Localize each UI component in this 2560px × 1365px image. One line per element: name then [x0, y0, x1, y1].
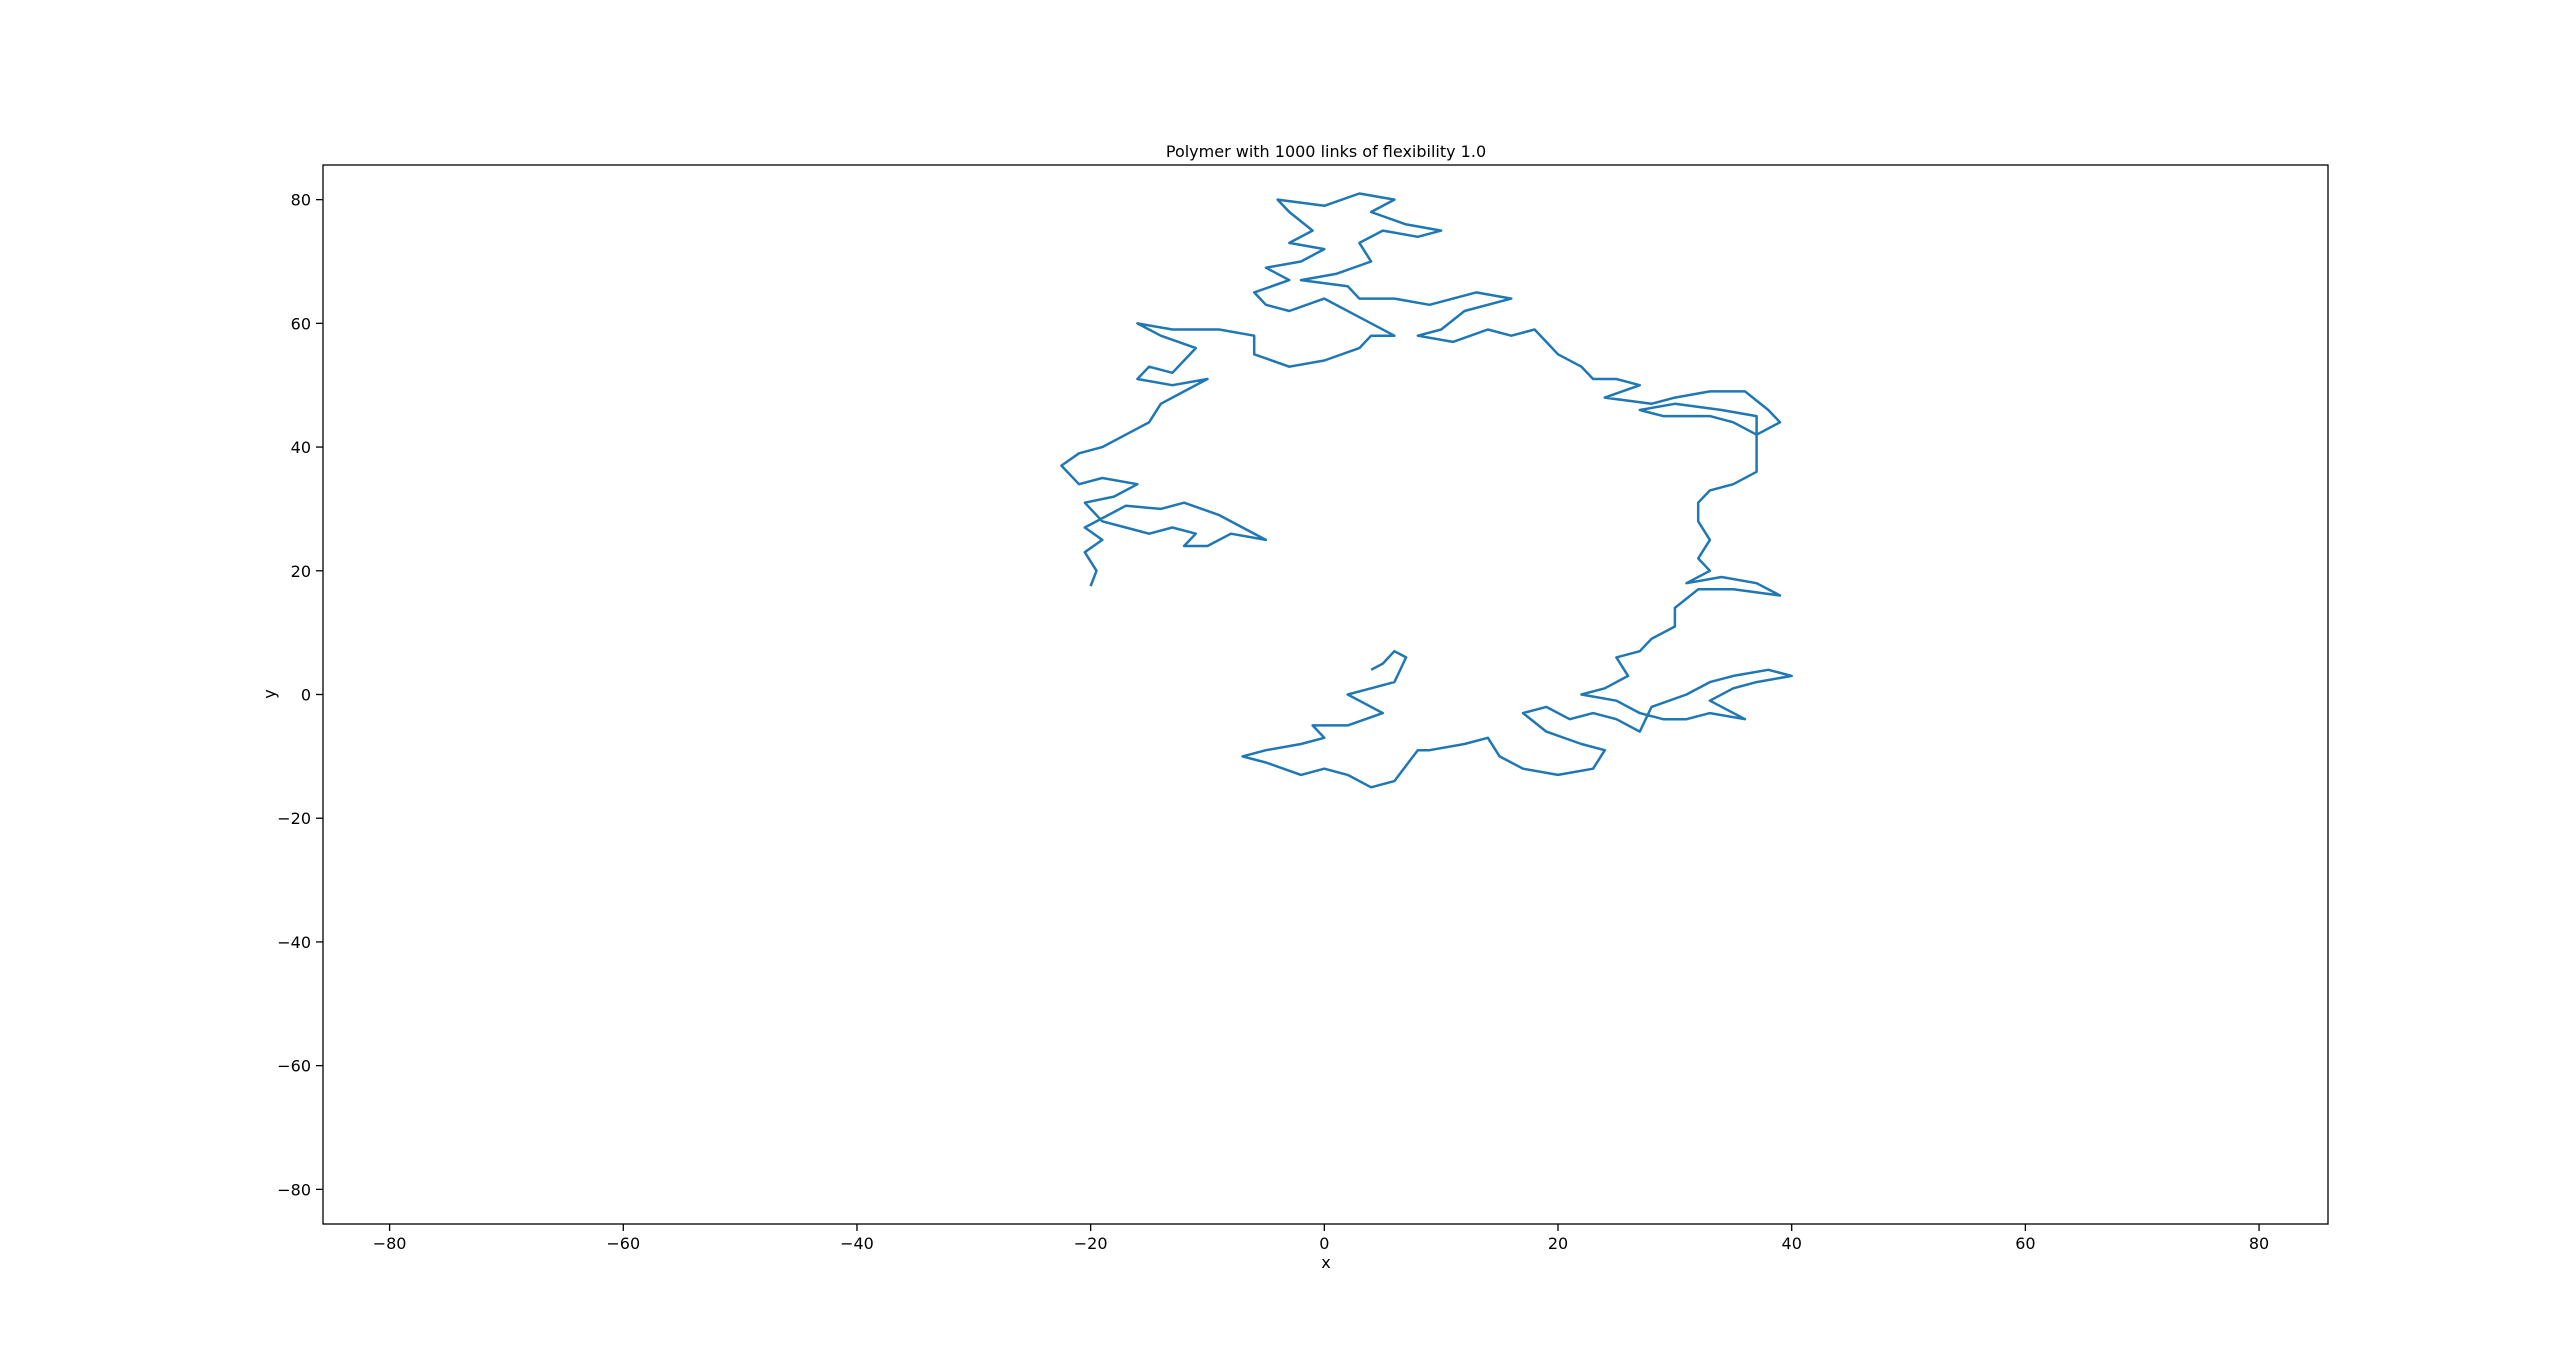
plot-frame: [322, 164, 2329, 1225]
x-tick-label: 60: [2015, 1234, 2035, 1253]
x-axis-label: x: [1321, 1253, 1330, 1272]
y-tick-label: −60: [277, 1057, 311, 1076]
x-tick-label: −40: [840, 1234, 874, 1253]
y-tick-label: 20: [291, 562, 311, 581]
x-tick-label: −80: [373, 1234, 407, 1253]
y-axis-label: y: [260, 689, 279, 698]
x-tick-label: 40: [1782, 1234, 1802, 1253]
y-tick-label: −40: [277, 933, 311, 952]
y-tick-label: −80: [277, 1180, 311, 1199]
y-tick-label: 0: [301, 686, 311, 705]
x-tick-label: 20: [1548, 1234, 1568, 1253]
polymer-line: [1060, 192, 1793, 789]
x-tick-label: −20: [1074, 1234, 1108, 1253]
y-tick-label: 60: [291, 314, 311, 333]
y-tick-label: 40: [291, 438, 311, 457]
x-tick-label: 0: [1319, 1234, 1329, 1253]
chart-title: Polymer with 1000 links of flexibility 1…: [1166, 142, 1486, 161]
y-tick-label: −20: [277, 809, 311, 828]
x-tick-label: −60: [606, 1234, 640, 1253]
x-tick-label: 80: [2249, 1234, 2269, 1253]
y-tick-label: 80: [291, 191, 311, 210]
